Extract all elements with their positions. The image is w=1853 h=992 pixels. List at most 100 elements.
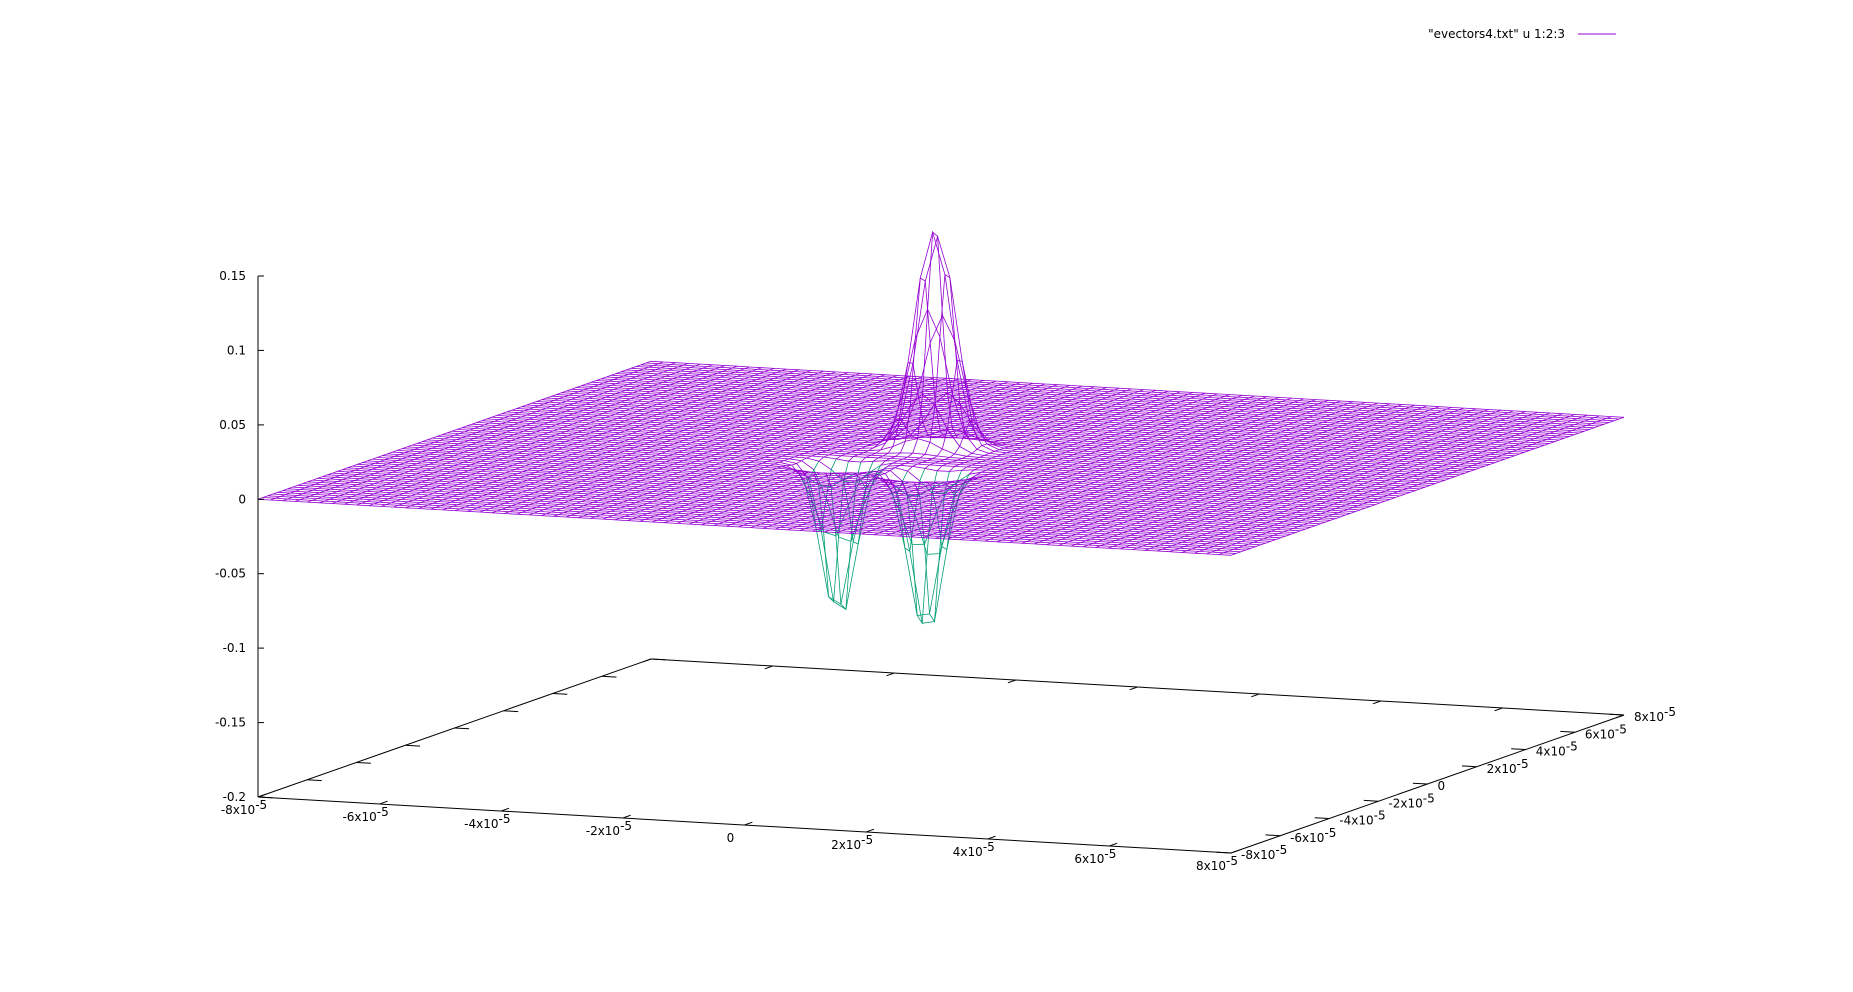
mesh-x-line — [432, 437, 815, 471]
y-back-tick — [307, 779, 322, 782]
x-back-tick — [1007, 679, 1017, 684]
mesh-x-line — [511, 409, 1485, 467]
y-back-tick — [552, 693, 568, 695]
mesh-y-line — [936, 389, 1157, 472]
mesh-x-line — [616, 373, 1590, 430]
mesh-y-line — [836, 394, 1231, 533]
mesh-y-line — [602, 380, 997, 520]
y-tick-label: -2x10-5 — [1388, 791, 1434, 810]
mesh-x-line — [367, 460, 1341, 518]
mesh-x-line — [322, 476, 1296, 533]
mesh-x-line — [327, 474, 1301, 532]
y-tick — [1265, 834, 1281, 837]
mesh-y-line — [713, 231, 1107, 526]
x-tick — [744, 821, 753, 826]
mesh-y-line — [417, 370, 812, 509]
axes: -8x10-5-6x10-5-4x10-5-2x10-50 2x10-54x10-… — [215, 269, 1676, 873]
z-tick-label: 0.1 — [227, 343, 246, 357]
x-back-tick — [764, 665, 773, 670]
mesh-y-line — [907, 360, 1132, 472]
mesh-y-line — [627, 382, 1021, 521]
mesh-x-line — [576, 387, 1550, 444]
mesh-x-line — [486, 314, 1460, 476]
mesh-x-line — [481, 234, 1455, 478]
mesh-y-line — [479, 373, 873, 513]
mesh-x-line — [566, 390, 1540, 448]
mesh-y-line — [1058, 407, 1452, 546]
y-back-tick — [650, 658, 666, 661]
mesh-y-line — [615, 381, 1009, 521]
mesh-y-line — [949, 390, 1169, 472]
z-tick-label: 0.15 — [219, 269, 246, 283]
mesh-y-line — [898, 397, 1292, 537]
mesh-x-line — [372, 458, 1346, 516]
x-tick-label: 0 — [727, 831, 735, 845]
mesh-y-line — [282, 362, 676, 502]
mesh-y-line — [1169, 413, 1563, 553]
mesh-y-line — [968, 392, 1194, 475]
mesh-x-line — [442, 434, 1416, 492]
mesh-x-line — [506, 411, 1480, 469]
mesh-y-line — [1230, 416, 1625, 556]
mesh-x-line — [277, 491, 1251, 549]
mesh-x-line — [641, 364, 1615, 422]
mesh-y-line — [368, 367, 762, 507]
y-tick — [1412, 782, 1428, 785]
x-tick-label: -4x10-5 — [464, 812, 510, 831]
legend-label: "evectors4.txt" u 1:2:3 — [1428, 27, 1565, 41]
mesh-x-line — [531, 402, 1505, 460]
mesh-x-line — [407, 446, 888, 485]
mesh-y-line — [307, 363, 701, 503]
mesh-x-line — [650, 360, 1625, 418]
mesh-y-line — [872, 362, 1083, 462]
mesh-y-underside-line — [842, 461, 874, 545]
z-tick-label: -0.2 — [223, 790, 246, 804]
mesh-y-line — [1107, 409, 1501, 549]
x-tick — [1109, 842, 1118, 847]
mesh-y-line — [873, 396, 1267, 536]
mesh-y-line — [1033, 405, 1428, 545]
x-tick — [379, 800, 388, 805]
x-tick-label: -2x10-5 — [586, 819, 632, 838]
x-tick-label: 8x10-5 — [1196, 854, 1238, 873]
mesh-x-line — [882, 467, 921, 482]
mesh-y-line — [924, 389, 1144, 469]
mesh-x-line — [282, 490, 1256, 547]
mesh-y-line — [961, 391, 1181, 471]
mesh-x-line — [516, 408, 1490, 465]
mesh-y-line — [849, 394, 1243, 534]
mesh-y-line — [880, 277, 1095, 466]
mesh-y-line — [1181, 414, 1575, 553]
mesh-y-line — [885, 397, 1280, 536]
mesh-y-line — [442, 371, 836, 511]
mesh-x-line — [446, 432, 1421, 490]
mesh-x-line — [571, 388, 1545, 446]
mesh-x-line — [287, 488, 1261, 546]
x-tick-label: 4x10-5 — [953, 840, 995, 859]
mesh-y-line — [541, 377, 935, 516]
legend: "evectors4.txt" u 1:2:3 — [1428, 27, 1616, 41]
mesh-y-line — [996, 403, 1391, 543]
y-tick-label: 4x10-5 — [1536, 740, 1578, 759]
y-back-tick — [356, 762, 371, 764]
mesh-y-line — [799, 481, 950, 531]
mesh-x-line — [969, 471, 1401, 497]
mesh-y-line — [922, 399, 1317, 538]
mesh-y-line — [651, 470, 807, 523]
mesh-x-line — [621, 371, 1595, 429]
mesh-y-line — [1120, 410, 1514, 550]
mesh-x-line — [596, 380, 1570, 437]
mesh-y-line — [1095, 409, 1489, 548]
mesh-y-line — [393, 368, 787, 508]
mesh-y-line — [688, 472, 844, 525]
x-tick — [1230, 849, 1240, 854]
mesh-y-line — [1206, 415, 1600, 555]
mesh-y-line — [356, 366, 750, 506]
mesh-y-line — [835, 383, 1046, 460]
mesh-y-line — [959, 401, 1354, 541]
mesh-x-line — [496, 415, 1470, 472]
mesh-x-line — [556, 394, 1530, 451]
y-back-tick — [454, 727, 470, 730]
mesh-y-line — [984, 402, 1378, 542]
